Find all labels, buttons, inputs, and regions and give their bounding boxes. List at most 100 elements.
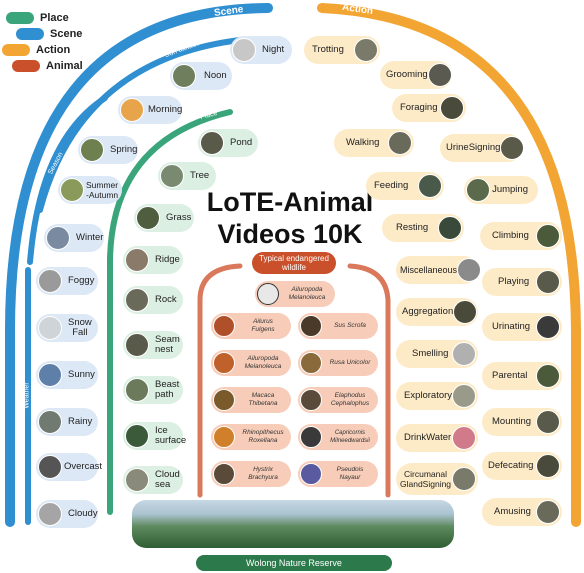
mounting-thumbnail [536, 410, 560, 434]
label: Macaca Thibetana [248, 392, 278, 407]
label: Sunny [68, 369, 95, 380]
action-urinesigning: UrineSigning [440, 134, 525, 162]
label: Foggy [68, 275, 95, 286]
animal-arc [197, 263, 391, 498]
place-arc [107, 109, 233, 515]
label: Snow Fall [68, 317, 92, 338]
aggregation-thumbnail [453, 300, 478, 324]
label: Grooming [386, 69, 428, 80]
weather-cloudy: Cloudy [36, 500, 98, 528]
resting-thumbnail [438, 216, 462, 240]
circumanal-glandsigning-thumbnail [452, 467, 476, 491]
action-circumanal-glandsigning: Circumanal GlandSigning [396, 463, 478, 495]
label: Feeding [374, 180, 409, 191]
action-defecating: Defecating [482, 452, 562, 480]
label: Noon [204, 70, 227, 81]
label: Mounting [492, 416, 532, 427]
action-miscellaneous: Miscellaneous [396, 256, 482, 284]
animal-sambar: Rusa Unicolor [298, 350, 378, 376]
action-urinating: Urinating [482, 313, 562, 341]
label: Elaphodus Cephalophus [330, 392, 370, 407]
label: Spring [110, 144, 138, 155]
action-foraging: Foraging [392, 94, 466, 122]
walking-thumbnail [388, 131, 412, 155]
label: Rock [155, 294, 177, 305]
action-amusing: Amusing [482, 498, 562, 526]
label: Resting [396, 222, 429, 233]
red-panda-thumbnail [213, 315, 235, 337]
place-ridge: Ridge [123, 246, 183, 274]
legend-item-scene: Scene [16, 26, 83, 42]
label: Cloud sea [155, 469, 180, 490]
animal-panda-top: Ailuropoda Melanoleuca [255, 281, 335, 307]
title-line-1: LoTE-Animal [206, 187, 374, 217]
season-winter: Winter [44, 224, 104, 252]
sun-altitude-noon: Noon [170, 62, 232, 90]
title-line-2: Videos 10K [217, 219, 363, 249]
label: Sus Scrofa [334, 322, 366, 329]
urinating-thumbnail [536, 315, 560, 339]
animal-tufted-deer: Elaphodus Cephalophus [298, 387, 378, 413]
snow-fall-thumbnail [38, 316, 62, 340]
label: Beast path [155, 379, 180, 400]
reserve-label: Wolong Nature Reserve [196, 555, 392, 571]
ice-surface-thumbnail [125, 424, 149, 448]
climbing-thumbnail [536, 224, 560, 248]
animal-blue-sheep: Pseudois Nayaur [298, 461, 378, 487]
label: Rhinopithecus Roxellana [242, 429, 284, 444]
legend: Place Scene Action Animal [2, 10, 83, 74]
action-parental: Parental [482, 362, 562, 390]
ridge-thumbnail [125, 248, 149, 272]
label: Ailuropoda Melanoleuca [244, 355, 282, 370]
rainy-thumbnail [38, 410, 62, 434]
place-grass: Grass [134, 204, 194, 232]
label: Tree [190, 170, 210, 181]
label: Ridge [155, 254, 180, 265]
sun-altitude-morning: Morning [118, 96, 182, 124]
label: Rainy [68, 416, 93, 427]
legend-label: Action [36, 44, 71, 56]
grass-thumbnail [136, 206, 160, 230]
label: Foraging [400, 102, 438, 113]
grooming-thumbnail [427, 63, 452, 87]
pond-thumbnail [200, 131, 224, 155]
label: Exploratory [404, 390, 453, 401]
animal-red-panda-2: Ailuropoda Melanoleuca [211, 350, 291, 376]
legend-swatch [16, 28, 44, 40]
amusing-thumbnail [536, 500, 560, 524]
porcupine-thumbnail [213, 463, 235, 485]
action-resting: Resting [382, 214, 464, 242]
label: Pseudois Nayaur [336, 466, 364, 481]
foraging-thumbnail [440, 96, 464, 120]
label: UrineSigning [446, 142, 501, 153]
place-rock: Rock [123, 286, 183, 314]
label: Aggregation [402, 306, 454, 317]
exploratory-thumbnail [452, 384, 477, 408]
label: Trotting [312, 44, 344, 55]
action-grooming: Grooming [380, 61, 452, 89]
action-trotting: Trotting [304, 36, 380, 64]
action-smelling: Smelling [396, 340, 478, 368]
label: Smelling [412, 348, 449, 359]
place-pond: Pond [198, 129, 258, 157]
action-feeding: Feeding [366, 172, 444, 200]
label: Playing [498, 276, 530, 287]
label: Grass [166, 212, 192, 223]
sun-altitude-arc [37, 37, 243, 213]
golden-monkey-thumbnail [213, 426, 235, 448]
label: Ailuropoda Melanoleuca [288, 286, 326, 301]
place-tree: Tree [158, 162, 216, 190]
spring-thumbnail [80, 138, 104, 162]
label: Cloudy [68, 508, 98, 519]
endangered-wildlife-header: Typical endangered wildlife [252, 252, 336, 274]
label: Miscellaneous [400, 265, 458, 275]
animal-porcupine: Hystrix Brachyura [211, 461, 291, 487]
wild-boar-thumbnail [300, 315, 322, 337]
label: Walking [346, 137, 380, 148]
label: Parental [492, 370, 528, 381]
label: Ice surface [155, 425, 187, 446]
miscellaneous-thumbnail [457, 258, 482, 282]
seam-nest-thumbnail [125, 333, 149, 357]
legend-item-animal: Animal [12, 58, 83, 74]
